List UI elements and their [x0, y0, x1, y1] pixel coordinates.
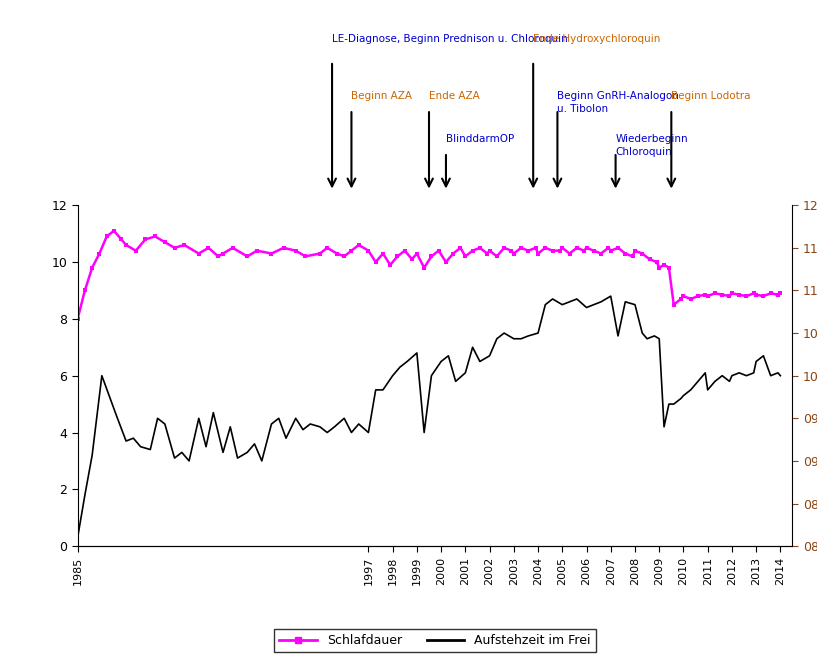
Text: Ende AZA: Ende AZA: [429, 91, 480, 101]
Text: LE-Diagnose, Beginn Prednison u. Chloroquin: LE-Diagnose, Beginn Prednison u. Chloroq…: [332, 34, 568, 44]
Text: Ende Hydroxychloroquin: Ende Hydroxychloroquin: [534, 34, 661, 44]
Text: Beginn AZA: Beginn AZA: [351, 91, 413, 101]
Text: Beginn GnRH-Analogon
u. Tibolon: Beginn GnRH-Analogon u. Tibolon: [557, 91, 679, 114]
Text: BlinddarmOP: BlinddarmOP: [446, 134, 514, 144]
Text: Wiederbeginn
Chloroquin: Wiederbeginn Chloroquin: [615, 134, 688, 157]
Legend: Schlafdauer, Aufstehzeit im Frei: Schlafdauer, Aufstehzeit im Frei: [275, 630, 596, 653]
Text: Beginn Lodotra: Beginn Lodotra: [672, 91, 751, 101]
